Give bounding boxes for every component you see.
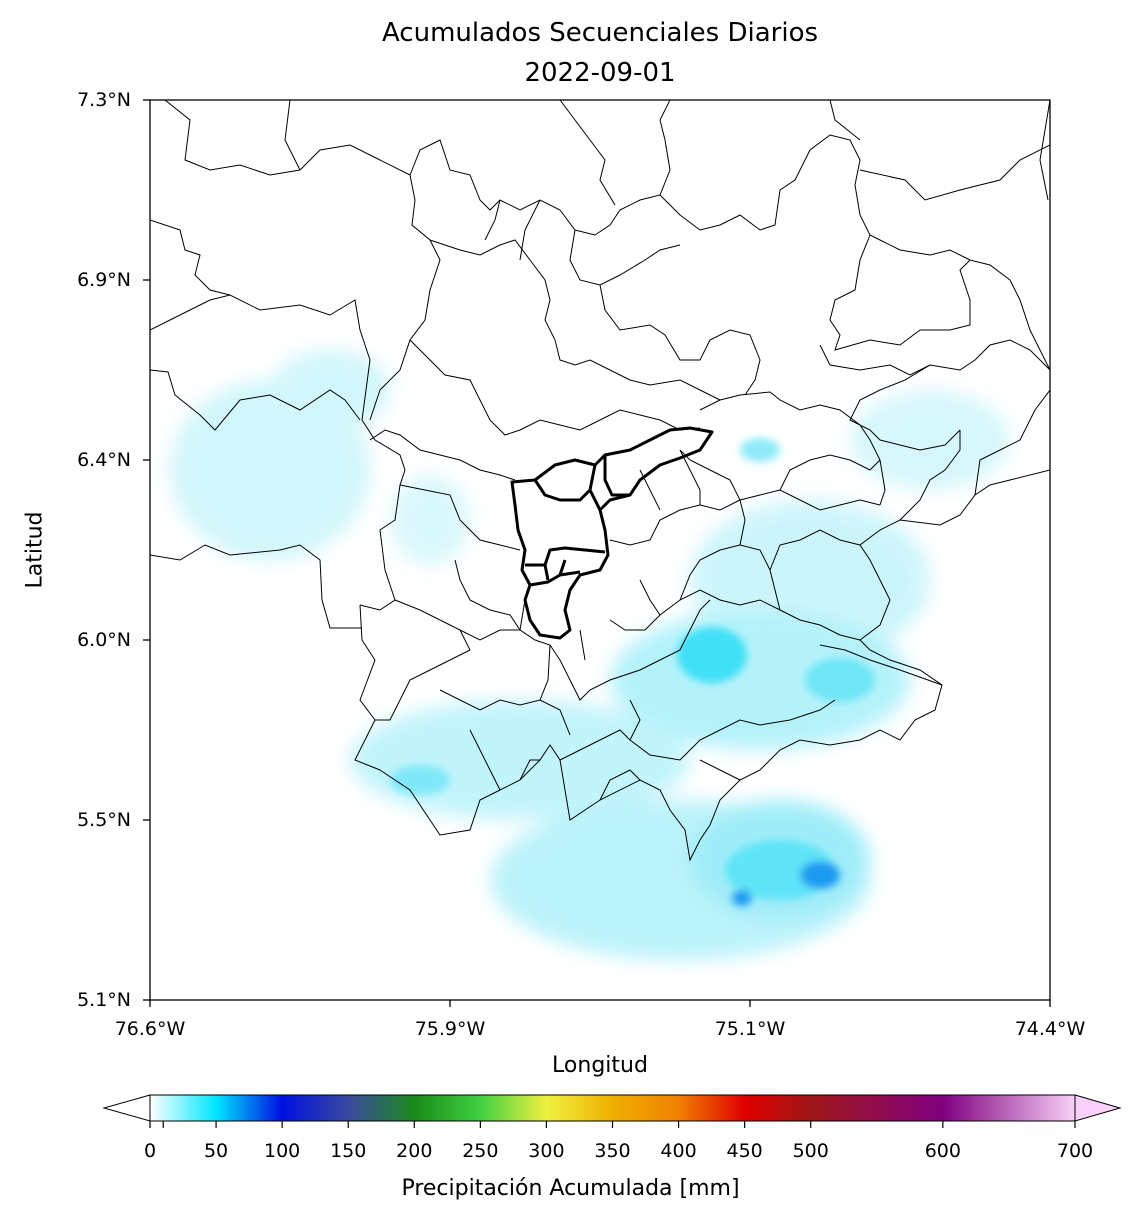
boundary-line bbox=[769, 529, 861, 571]
colorbar-tick-label: 200 bbox=[396, 1140, 433, 1162]
y-tick-marks bbox=[143, 99, 150, 1001]
y-tick-label: 6.9°N bbox=[77, 269, 131, 291]
colorbar-tick-label: 350 bbox=[594, 1140, 631, 1162]
metro-line bbox=[543, 559, 567, 581]
boundary-line bbox=[639, 449, 701, 511]
boundary-line bbox=[354, 469, 1050, 862]
colorbar-tick-label: 450 bbox=[726, 1140, 763, 1162]
colorbar-tick-label: 400 bbox=[660, 1140, 697, 1162]
boundary-line bbox=[609, 589, 861, 641]
x-axis-title: Longitud bbox=[552, 1053, 648, 1078]
metro-line bbox=[525, 546, 606, 567]
boundary-line bbox=[150, 544, 362, 629]
colorbar-max-extension bbox=[1074, 1094, 1122, 1122]
metro-line bbox=[533, 464, 597, 502]
boundary-line bbox=[375, 599, 471, 721]
colorbar-title: Precipitación Acumulada [mm] bbox=[401, 1176, 740, 1201]
precip-area-central-west bbox=[390, 475, 470, 565]
colorbar-tick-label: 0 bbox=[143, 1140, 157, 1162]
boundary-line bbox=[829, 234, 1050, 371]
y-tick-label: 5.1°N bbox=[77, 989, 131, 1011]
y-tick-label: 6.0°N bbox=[77, 629, 131, 651]
boundary-line bbox=[679, 449, 881, 546]
boundary-line bbox=[880, 100, 1050, 201]
x-tick-label: 76.6°W bbox=[114, 1018, 186, 1040]
boundary-line bbox=[399, 484, 521, 551]
metro-outline bbox=[510, 426, 714, 640]
x-tick-marks bbox=[149, 1000, 1051, 1007]
boundary-line bbox=[409, 100, 671, 236]
map-title: Acumulados Secuenciales Diarios bbox=[381, 18, 819, 48]
boundary-line bbox=[369, 429, 516, 481]
colorbar-tick-label: 600 bbox=[924, 1140, 961, 1162]
colorbar-tick-label: 150 bbox=[330, 1140, 367, 1162]
municipal-boundaries bbox=[150, 100, 1050, 862]
colorbar-gradient bbox=[150, 1095, 1075, 1121]
boundary-line bbox=[629, 699, 836, 761]
boundary-line bbox=[974, 389, 1050, 496]
boundary-line bbox=[150, 369, 361, 431]
boundary-line bbox=[849, 364, 961, 451]
metro-line bbox=[529, 570, 581, 587]
boundary-line bbox=[439, 689, 571, 736]
colorbar-tick-label: 500 bbox=[792, 1140, 829, 1162]
colorbar bbox=[102, 1094, 1122, 1128]
boundary-line bbox=[599, 284, 761, 396]
y-tick-label: 6.4°N bbox=[77, 449, 131, 471]
colorbar-tick-label: 250 bbox=[462, 1140, 499, 1162]
precip-cell-5 bbox=[390, 765, 450, 795]
y-tick-label: 5.5°N bbox=[77, 809, 131, 831]
boundary-line bbox=[284, 100, 301, 171]
map-subtitle: 2022-09-01 bbox=[524, 58, 676, 88]
boundary-line bbox=[659, 134, 971, 261]
y-axis-title: Latitud bbox=[22, 511, 48, 589]
boundary-line bbox=[429, 239, 721, 401]
metropolitan-area-boundary bbox=[510, 426, 714, 640]
boundary-line bbox=[150, 219, 231, 296]
boundary-line bbox=[559, 100, 616, 206]
boundary-line bbox=[829, 100, 1050, 201]
precip-cell-3 bbox=[732, 890, 752, 906]
x-tick-label: 74.4°W bbox=[1014, 1018, 1086, 1040]
precip-cell-1 bbox=[677, 627, 747, 683]
boundary-line bbox=[899, 430, 961, 521]
colorbar-tick-label: 700 bbox=[1056, 1140, 1094, 1162]
precip-cell-peak bbox=[800, 861, 840, 889]
boundary-line bbox=[484, 199, 681, 286]
boundary-line bbox=[609, 499, 741, 546]
x-tick-label: 75.9°W bbox=[414, 1018, 486, 1040]
boundary-line bbox=[150, 294, 406, 611]
precip-cell-4 bbox=[805, 658, 875, 702]
precip-area-east bbox=[850, 390, 1010, 490]
boundary-line bbox=[459, 599, 711, 701]
boundary-line bbox=[409, 339, 701, 436]
boundary-line bbox=[469, 729, 741, 801]
y-tick-label: 7.3°N bbox=[77, 89, 131, 111]
x-tick-label: 75.1°W bbox=[714, 1018, 786, 1040]
boundary-line bbox=[559, 729, 631, 761]
boundary-line bbox=[519, 579, 661, 701]
colorbar-tick-label: 100 bbox=[264, 1140, 301, 1162]
plot-frame bbox=[149, 99, 1051, 1001]
colorbar-tick-label: 300 bbox=[528, 1140, 565, 1162]
boundary-line bbox=[819, 644, 943, 686]
colorbar-tick-marks bbox=[149, 1121, 1076, 1128]
colorbar-tick-label: 50 bbox=[203, 1140, 229, 1162]
colorbar-min-extension bbox=[102, 1094, 151, 1122]
boundary-line bbox=[779, 454, 881, 491]
precip-cell-6 bbox=[740, 438, 780, 462]
metro-line bbox=[588, 455, 630, 511]
boundary-line bbox=[819, 339, 1050, 376]
boundary-line bbox=[454, 559, 521, 631]
